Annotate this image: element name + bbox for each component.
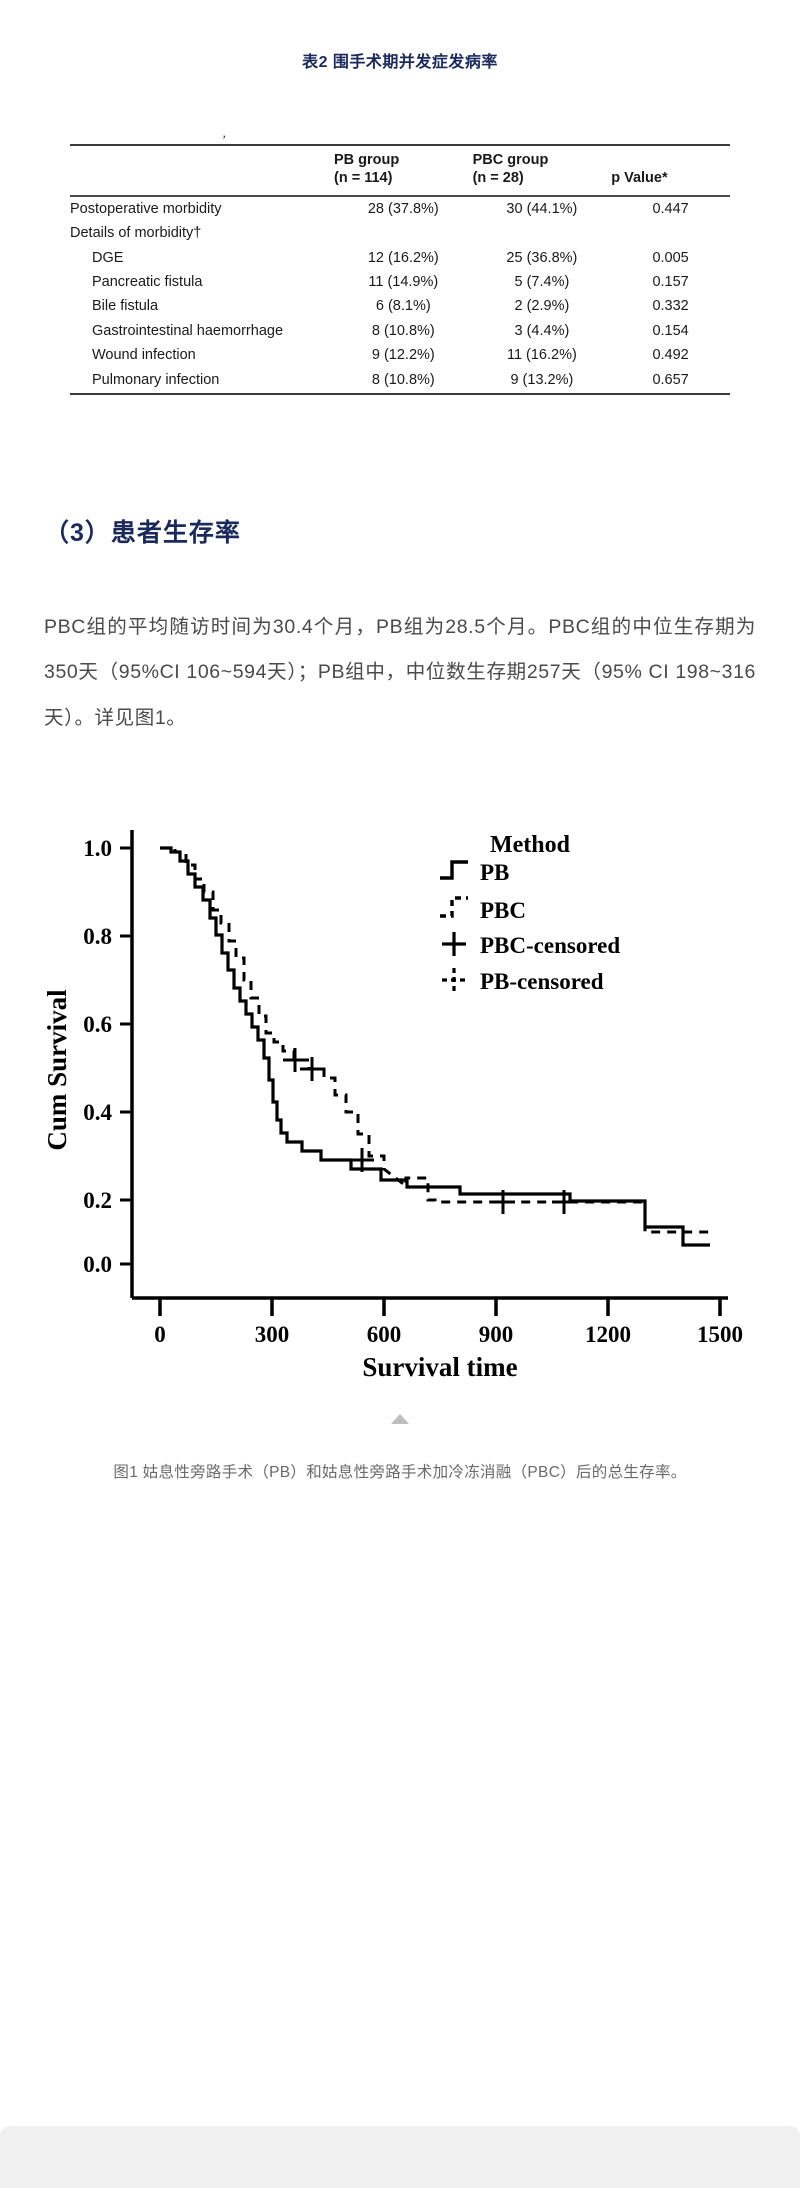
cell-p: 0.157: [652, 274, 689, 291]
cell-pbc: [473, 222, 612, 246]
x-axis-ticks: [158, 1297, 722, 1316]
y-tick-label: 0.0: [83, 1252, 112, 1277]
legend-label-pbc-censored: PBC-censored: [480, 933, 620, 958]
legend-label-pbc: PBC: [480, 898, 526, 923]
chart-legend: Method PB PBC PBC-censored PB-: [440, 832, 620, 994]
table-figure: ’ PB group (n = 114) PBC group (n = 28) …: [70, 132, 730, 395]
cell-p: 0.657: [652, 371, 689, 388]
legend-swatch-pb: [440, 860, 468, 880]
column-header-p-value: p Value*: [611, 169, 668, 186]
cell-pb: 28 (37.8%): [367, 200, 439, 217]
cell-p: 0.005: [652, 249, 689, 266]
y-tick-label: 0.6: [83, 1012, 112, 1037]
table-header-row: PB group (n = 114) PBC group (n = 28) p …: [70, 145, 730, 197]
table-row: DGE 12 (16.2%) 25 (36.8%) 0.005: [70, 246, 730, 270]
row-label: Pancreatic fistula: [92, 274, 203, 291]
table-row: Postoperative morbidity 28 (37.8%) 30 (4…: [70, 196, 730, 221]
cell-pbc: 9 (13.2%): [510, 371, 574, 388]
y-axis-ticks: [120, 846, 132, 1266]
kaplan-meier-plot: 1.0 0.8 0.6 0.4 0.2 0.0 Cum Survival 0 3: [40, 819, 760, 1380]
cell-pb: 8 (10.8%): [371, 371, 435, 388]
cell-pbc: 5 (7.4%): [514, 274, 570, 291]
legend-swatch-pb-censored: [442, 967, 466, 992]
cell-pb: 11 (14.9%): [368, 274, 439, 291]
table-row: Gastrointestinal haemorrhage 8 (10.8%) 3…: [70, 319, 730, 343]
cell-pb: [334, 222, 473, 246]
y-tick-label: 0.2: [83, 1188, 112, 1213]
cell-pbc: 25 (36.8%): [506, 249, 578, 266]
row-label: DGE: [92, 249, 124, 266]
x-axis-title: Survival time: [362, 1352, 517, 1380]
censor-marks: [283, 1047, 576, 1214]
triangle-up-icon[interactable]: [391, 1413, 409, 1424]
x-tick-label: 1200: [585, 1322, 631, 1347]
series-line-pb: [160, 846, 710, 1247]
cell-p: [611, 222, 730, 246]
cell-pb: 6 (8.1%): [375, 298, 431, 315]
table-row: Details of morbidity†: [70, 222, 730, 246]
cell-pbc: 11 (16.2%): [506, 347, 577, 364]
cell-pb: 8 (10.8%): [371, 322, 435, 339]
body-paragraph: PBC组的平均随访时间为30.4个月，PB组为28.5个月。PBC组的中位生存期…: [44, 615, 756, 730]
cell-p: 0.332: [652, 298, 689, 315]
row-label: Details of morbidity†: [70, 225, 202, 242]
x-tick-label: 0: [154, 1322, 166, 1347]
table-head: PB group (n = 114) PBC group (n = 28) p …: [70, 145, 730, 197]
y-axis-title: Cum Survival: [42, 989, 72, 1151]
section-heading: （3）患者生存率: [44, 518, 241, 547]
cell-pbc: 30 (44.1%): [506, 200, 578, 217]
table-row: Wound infection 9 (12.2%) 11 (16.2%) 0.4…: [70, 344, 730, 368]
legend-label-pb: PB: [480, 860, 509, 885]
figure-caption: 图1 姑息性旁路手术（PB）和姑息性旁路手术加冷冻消融（PBC）后的总生存率。: [113, 1463, 687, 1481]
cell-pb: 12 (16.2%): [367, 249, 439, 266]
y-tick-label: 0.8: [83, 924, 112, 949]
legend-label-pb-censored: PB-censored: [480, 969, 604, 994]
x-tick-label: 900: [479, 1322, 514, 1347]
y-tick-label: 0.4: [83, 1100, 112, 1125]
row-label: Bile fistula: [92, 298, 159, 315]
x-axis-tick-labels: 0 300 600 900 1200 1500: [154, 1322, 743, 1347]
x-tick-label: 600: [367, 1322, 402, 1347]
column-header-pbc: PBC group (n = 28): [472, 152, 549, 186]
cell-pbc: 3 (4.4%): [514, 322, 570, 339]
row-label: Wound infection: [92, 347, 196, 364]
cell-p: 0.492: [652, 347, 689, 364]
x-tick-label: 1500: [697, 1322, 743, 1347]
stray-mark: ’: [222, 132, 227, 147]
x-tick-label: 300: [255, 1322, 290, 1347]
table-body: Postoperative morbidity 28 (37.8%) 30 (4…: [70, 196, 730, 394]
table-row: Pancreatic fistula 11 (14.9%) 5 (7.4%) 0…: [70, 271, 730, 295]
cell-pb: 9 (12.2%): [371, 347, 435, 364]
cell-pbc: 2 (2.9%): [514, 298, 570, 315]
row-label: Pulmonary infection: [92, 371, 220, 388]
table-title: 表2 围手术期并发症发病率: [302, 54, 498, 71]
survival-chart: 1.0 0.8 0.6 0.4 0.2 0.0 Cum Survival 0 3: [40, 819, 760, 1380]
bottom-panel: [0, 2126, 800, 2188]
cell-p: 0.154: [652, 322, 689, 339]
row-label: Postoperative morbidity: [70, 200, 222, 217]
y-tick-label: 1.0: [83, 836, 112, 861]
table-row: Pulmonary infection 8 (10.8%) 9 (13.2%) …: [70, 368, 730, 393]
legend-swatch-pbc-censored: [442, 931, 466, 956]
legend-swatch-pbc: [440, 896, 468, 918]
table-row: Bile fistula 6 (8.1%) 2 (2.9%) 0.332: [70, 295, 730, 319]
column-header-label: [70, 145, 334, 196]
y-axis-tick-labels: 1.0 0.8 0.6 0.4 0.2 0.0: [83, 836, 112, 1277]
legend-title: Method: [490, 832, 571, 858]
column-header-pb: PB group (n = 114): [334, 152, 400, 186]
cell-p: 0.447: [652, 200, 689, 217]
row-label: Gastrointestinal haemorrhage: [92, 322, 284, 339]
morbidity-table: PB group (n = 114) PBC group (n = 28) p …: [70, 144, 730, 395]
